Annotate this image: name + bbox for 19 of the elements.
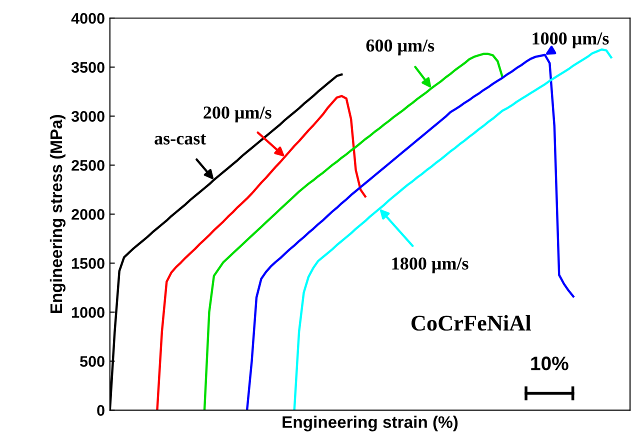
y-tick-label: 1000 (72, 307, 104, 318)
y-tick-label: 4000 (71, 12, 104, 24)
annotation: 200 μm/s (204, 106, 272, 122)
y-tick-label: 2500 (72, 160, 104, 171)
y-tick-label: 500 (80, 356, 104, 367)
y-tick-label: 2000 (72, 209, 104, 220)
line-series (156, 94, 366, 410)
annotation: CoCrFeNiAl (412, 315, 531, 331)
annotation: as-cast (154, 134, 206, 145)
y-axis-title: Engineering stress (MPa) (50, 114, 66, 314)
annotation: 10% (531, 356, 568, 370)
annotation: 1000 μm/s (532, 32, 609, 48)
annotation: 600 μm/s (366, 39, 434, 56)
x-axis-title: Engineering strain (%) (282, 416, 458, 432)
y-tick-label: 3000 (71, 111, 104, 122)
annotation: 1800 μm/s (392, 257, 468, 274)
y-tick-label: 1500 (72, 258, 104, 269)
y-tick-label: 0 (97, 405, 104, 416)
y-tick-label: 3500 (71, 62, 104, 73)
